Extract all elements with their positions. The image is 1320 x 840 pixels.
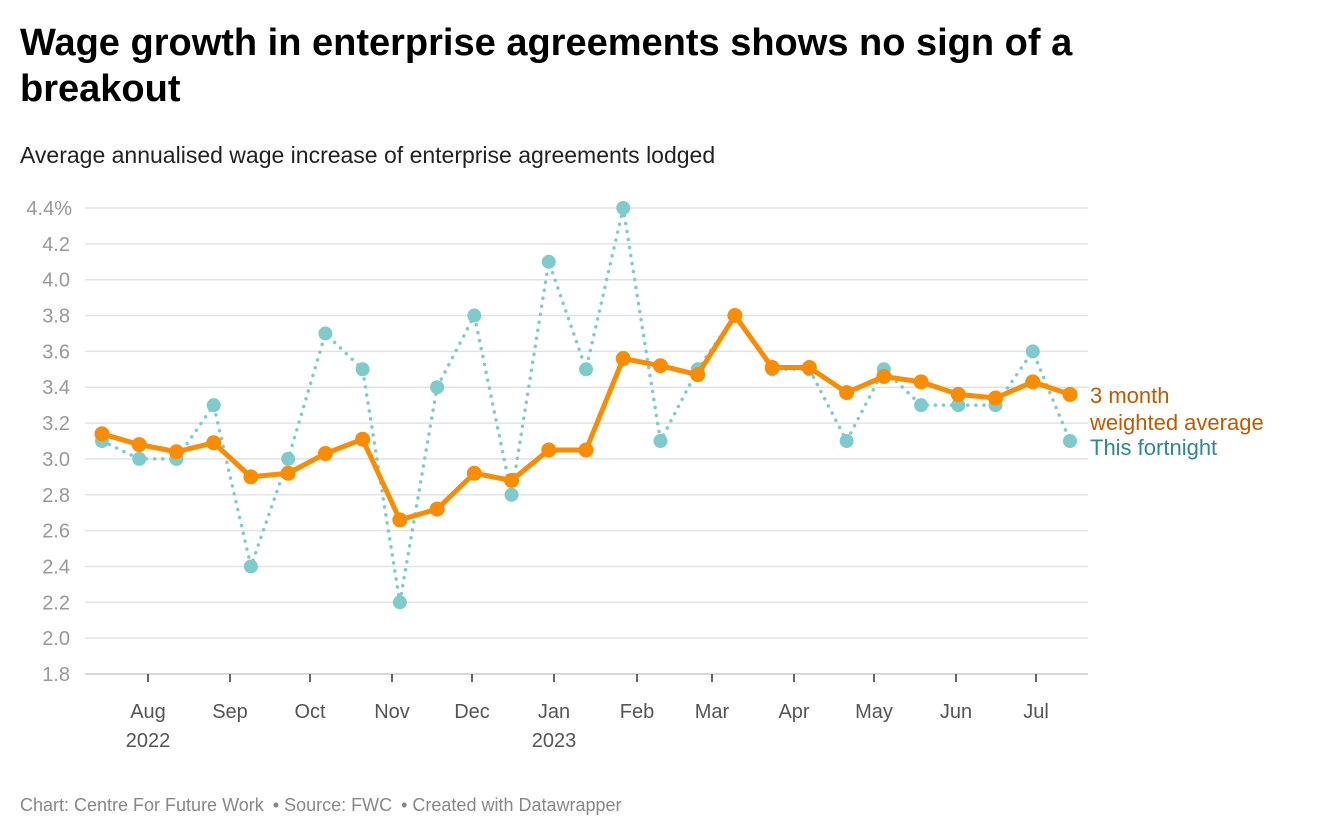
fortnight-point — [541, 254, 556, 269]
weighted-average-point — [280, 465, 296, 481]
x-tick-label: Oct — [294, 701, 326, 723]
footer: Chart: Centre For Future Work • Source: … — [20, 795, 626, 816]
weighted-average-point — [168, 444, 184, 460]
footer-source: • Source: FWC — [272, 795, 393, 815]
x-tick-label: May — [855, 701, 893, 723]
fortnight-point — [579, 362, 593, 377]
weighted-average-point — [392, 512, 408, 528]
weighted-average-point — [504, 472, 520, 488]
legend-label-fortnight: This fortnight — [1090, 435, 1217, 460]
footer-chart-credit: Chart: Centre For Future Work — [20, 795, 264, 815]
weighted-average-point — [541, 442, 557, 458]
weighted-average-point — [988, 390, 1004, 406]
weighted-average-point — [466, 465, 482, 481]
fortnight-point — [206, 398, 221, 413]
fortnight-point — [914, 398, 929, 413]
series-line-weighted-average — [99, 313, 1073, 523]
x-tick-label: Feb — [620, 701, 654, 723]
fortnight-point — [467, 308, 482, 323]
x-tick-label: Jan — [538, 701, 570, 723]
weighted-average-point — [801, 360, 817, 376]
fortnight-point — [1063, 434, 1077, 448]
fortnight-point — [430, 380, 445, 395]
y-tick-label: 4.0 — [42, 270, 70, 292]
y-tick-label: 3.8 — [42, 306, 70, 328]
x-tick-label: Sep — [212, 701, 248, 723]
weighted-average-point — [206, 435, 222, 451]
fortnight-point — [504, 487, 519, 502]
weighted-average-point — [913, 374, 929, 390]
x-tick-label: Dec — [454, 701, 490, 723]
x-tick-year-label: 2022 — [126, 730, 171, 752]
line-chart: 1.8 2.0 2.2 2.4 2.6 2.8 3.0 3.2 3.4 3.6 3.8 4.0 4.2 4… — [26, 198, 1264, 752]
weighted-average-point — [764, 360, 780, 376]
x-tick-label: Mar — [695, 701, 730, 723]
weighted-average-point — [355, 431, 371, 447]
weighted-average-point — [652, 358, 668, 374]
series-line-fortnight — [100, 206, 1072, 605]
weighted-average-point — [876, 368, 892, 384]
y-tick-label: 4.2 — [42, 234, 70, 256]
x-tick-label: Aug — [130, 701, 166, 723]
fortnight-point — [839, 434, 854, 448]
weighted-average-point — [1025, 374, 1041, 390]
x-tick-label: Apr — [778, 701, 809, 723]
y-tick-label: 3.4 — [42, 377, 70, 399]
fortnight-point — [616, 201, 631, 215]
weighted-average-point — [429, 501, 445, 517]
weighted-average-point — [615, 351, 631, 367]
y-tick-label: 2.6 — [42, 521, 70, 543]
weighted-average-point — [243, 469, 259, 485]
weighted-average-point — [690, 367, 706, 383]
weighted-average-point — [1062, 386, 1078, 402]
y-tick-label: 2.2 — [42, 592, 70, 614]
fortnight-point — [132, 451, 147, 466]
weighted-average-point — [317, 446, 333, 462]
y-tick-label: 2.0 — [42, 628, 70, 650]
fortnight-point — [392, 595, 407, 610]
weighted-average-point — [839, 385, 855, 401]
weighted-average-point — [578, 442, 594, 458]
x-tick-label: Jul — [1023, 701, 1049, 723]
y-tick-label: 1.8 — [42, 664, 70, 686]
x-tick-label: Nov — [374, 701, 410, 723]
y-tick-label: 2.8 — [42, 485, 70, 507]
legend-label-weighted-average: weighted average — [1089, 410, 1264, 435]
y-tick-label: 3.2 — [42, 413, 70, 435]
y-tick-label: 3.6 — [42, 341, 70, 363]
footer-created-with: • Created with Datawrapper — [401, 795, 622, 815]
weighted-average-point — [94, 426, 110, 442]
chart-subtitle: Average annualised wage increase of ente… — [20, 142, 716, 168]
fortnight-point — [1025, 344, 1040, 359]
fortnight-point — [653, 434, 668, 448]
y-tick-label: 4.4% — [26, 198, 72, 220]
fortnight-point — [318, 326, 333, 341]
x-tick-label: Jun — [940, 701, 972, 723]
y-tick-label: 3.0 — [42, 449, 70, 471]
weighted-average-point — [131, 437, 147, 453]
fortnight-point — [243, 559, 258, 574]
x-tick-year-label: 2023 — [532, 730, 577, 752]
fortnight-point — [355, 362, 370, 377]
fortnight-point — [281, 451, 296, 466]
y-tick-label: 2.4 — [42, 556, 70, 578]
legend-label-weighted-average: 3 month — [1090, 383, 1170, 408]
weighted-average-point — [727, 308, 743, 324]
weighted-average-point — [950, 386, 966, 402]
chart-title: Wage growth in enterprise agreements sho… — [20, 22, 1073, 110]
fortnight-point — [951, 398, 966, 413]
